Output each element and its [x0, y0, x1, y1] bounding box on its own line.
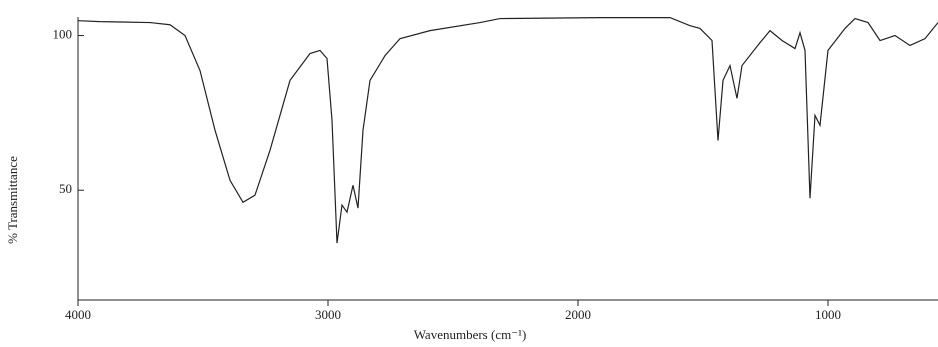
y-axis-label: % Transmittance	[5, 156, 20, 244]
y-tick-label: 100	[53, 27, 73, 42]
spectrum-line	[77, 17, 938, 244]
x-axis-label: Wavenumbers (cm⁻¹)	[414, 327, 527, 342]
x-tick-label: 2000	[565, 307, 591, 322]
x-tick-label: 3000	[315, 307, 341, 322]
x-tick-label: 1000	[815, 307, 841, 322]
x-tick-label: 4000	[65, 307, 91, 322]
y-tick-label: 50	[59, 181, 72, 196]
